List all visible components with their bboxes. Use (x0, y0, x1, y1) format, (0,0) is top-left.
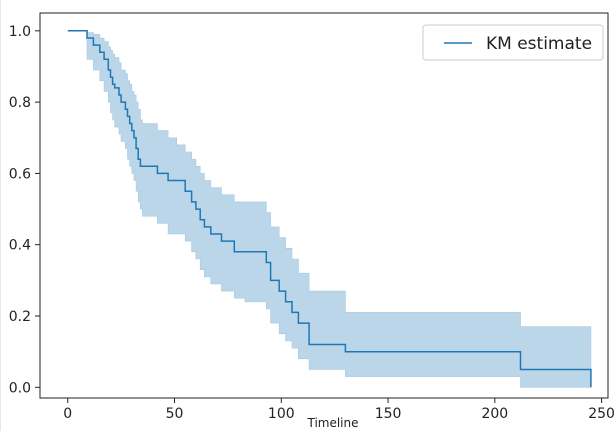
x-tick-label: 0 (63, 406, 72, 422)
confidence-band-layer (67, 30, 592, 388)
legend-label: KM estimate (486, 34, 592, 54)
legend: KM estimate (422, 24, 604, 61)
y-tick-label: 0.0 (9, 380, 31, 396)
confidence-band (67, 30, 592, 388)
x-tick-label: 150 (375, 406, 402, 422)
plot-frame (39, 12, 609, 399)
survival-line-layer (67, 30, 592, 388)
y-tick-label: 0.6 (9, 166, 31, 182)
y-tick-label: 0.2 (9, 309, 31, 325)
x-tick-label: 250 (588, 406, 614, 422)
y-tick-label: 0.4 (9, 238, 31, 254)
ticks-layer: 0 50 100 150 200 250 0.0 0.2 0.4 0.6 0.8 1.0 (9, 24, 614, 422)
y-tick-label: 0.8 (9, 95, 31, 111)
x-tick-label: 100 (268, 406, 295, 422)
y-tick-label: 1.0 (9, 24, 31, 40)
km-estimate-line (67, 30, 592, 388)
legend-box (422, 24, 604, 61)
x-axis-label: Timeline (306, 416, 358, 430)
x-tick-label: 50 (166, 406, 184, 422)
x-tick-label: 200 (481, 406, 508, 422)
